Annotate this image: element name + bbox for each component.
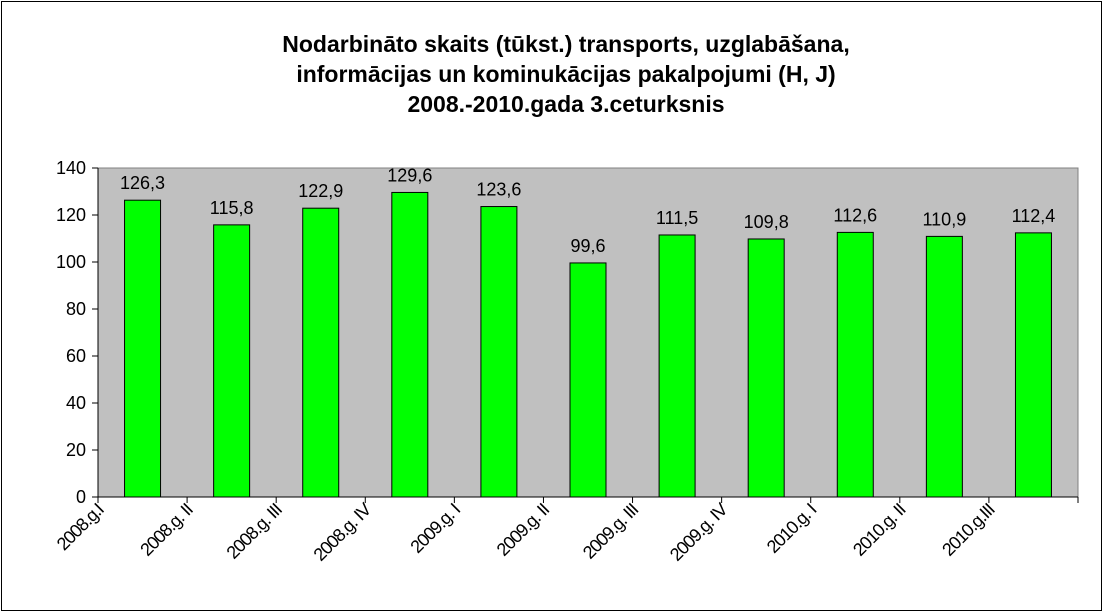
data-label: 109,8 (744, 212, 789, 232)
bar (391, 191, 429, 498)
bar (1014, 232, 1052, 498)
data-label: 112,4 (1012, 206, 1056, 226)
data-label: 123,6 (476, 180, 521, 200)
y-tick-label: 0 (76, 487, 86, 507)
data-label: 115,8 (210, 198, 254, 218)
bar (836, 231, 874, 498)
y-tick-label: 120 (56, 205, 86, 225)
y-tick-label: 60 (66, 346, 86, 366)
data-label: 112,6 (833, 205, 877, 225)
bar (302, 207, 340, 498)
bar (658, 234, 696, 498)
chart-title: 2008.-2010.gada 3.ceturksnis (407, 91, 724, 117)
y-tick-label: 40 (66, 393, 86, 413)
bar (925, 235, 963, 498)
chart-title: Nodarbināto skaits (tūkst.) transports, … (282, 31, 849, 57)
y-tick-label: 140 (56, 158, 86, 178)
bar (569, 262, 607, 498)
bar (213, 224, 251, 498)
y-tick-label: 20 (66, 440, 86, 460)
chart-title: informācijas un kominukācijas pakalpojum… (296, 61, 835, 87)
bar (124, 199, 162, 498)
y-tick-label: 100 (56, 252, 86, 272)
data-label: 129,6 (387, 165, 432, 185)
data-label: 111,5 (656, 208, 698, 228)
data-label: 126,3 (120, 173, 165, 193)
data-label: 99,6 (570, 236, 605, 256)
data-label: 122,9 (298, 181, 343, 201)
data-label: 110,9 (923, 209, 967, 229)
bar (747, 238, 785, 498)
y-tick-label: 80 (66, 299, 86, 319)
bar (480, 206, 518, 498)
